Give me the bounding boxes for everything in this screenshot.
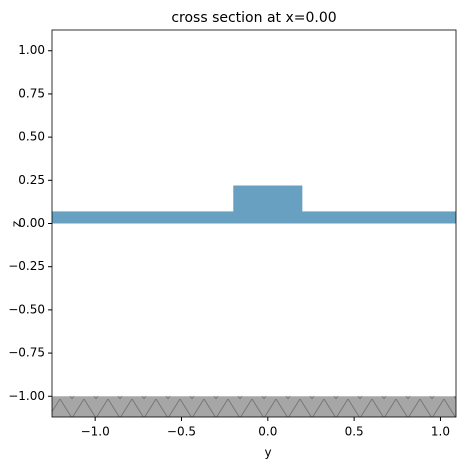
y-tick-label: 0.50 xyxy=(18,130,45,144)
x-tick-label: 0.5 xyxy=(345,425,364,439)
x-tick-label: −0.5 xyxy=(167,425,196,439)
chart-title: cross section at x=0.00 xyxy=(171,10,336,26)
x-tick-label: 0.0 xyxy=(258,425,277,439)
y-tick-label: −1.00 xyxy=(8,389,45,403)
structure xyxy=(233,185,303,224)
x-axis-label: y xyxy=(264,446,271,460)
y-tick-label: 0.75 xyxy=(18,86,45,100)
y-tick-label: 0.00 xyxy=(18,216,45,230)
y-tick-label: −0.50 xyxy=(8,302,45,316)
y-tick-label: −0.25 xyxy=(8,259,45,273)
x-tick-label: −1.0 xyxy=(81,425,110,439)
y-tick-label: −0.75 xyxy=(8,346,45,360)
y-tick-label: 1.00 xyxy=(18,43,45,57)
x-tick-label: 1.0 xyxy=(431,425,450,439)
hatch xyxy=(52,396,456,417)
y-tick-label: 0.25 xyxy=(18,173,45,187)
y-axis-label: z xyxy=(10,221,24,227)
